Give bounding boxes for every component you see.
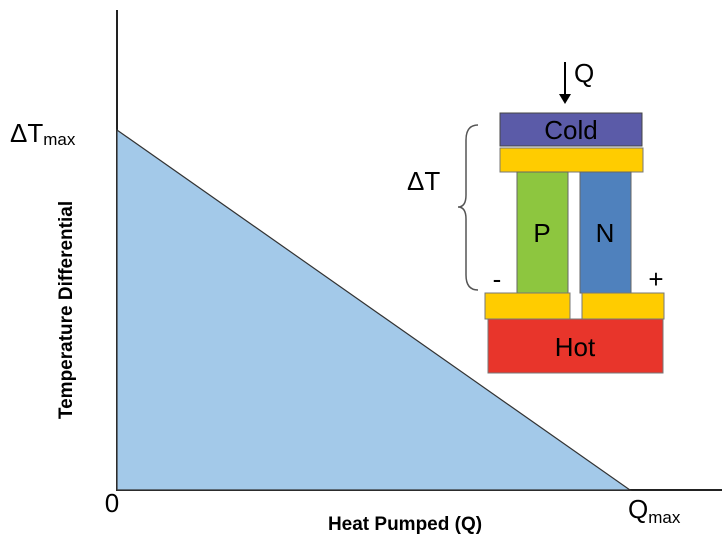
origin-label: 0 [105, 488, 119, 518]
top-conductor [500, 148, 643, 172]
bottom-conductor-right [582, 293, 664, 319]
hot-label: Hot [555, 332, 596, 362]
delta-label: ΔT [407, 166, 440, 196]
brace [458, 125, 478, 290]
bottom-conductor-left [485, 293, 570, 319]
diagram: ΔTmax 0 Qmax Heat Pumped (Q) Temperature… [0, 0, 722, 539]
cold-label: Cold [544, 115, 597, 145]
n-label: N [596, 218, 615, 248]
y-max-label: ΔTmax [10, 118, 76, 149]
p-label: P [533, 218, 550, 248]
heat-label: Q [574, 58, 594, 88]
heat-arrowhead [559, 94, 571, 104]
minus-label: - [493, 264, 502, 294]
x-max-label: Qmax [628, 494, 681, 527]
y-axis-title: Temperature Differential [56, 201, 77, 419]
x-axis-title: Heat Pumped (Q) [328, 514, 482, 535]
plus-label: + [648, 264, 663, 294]
